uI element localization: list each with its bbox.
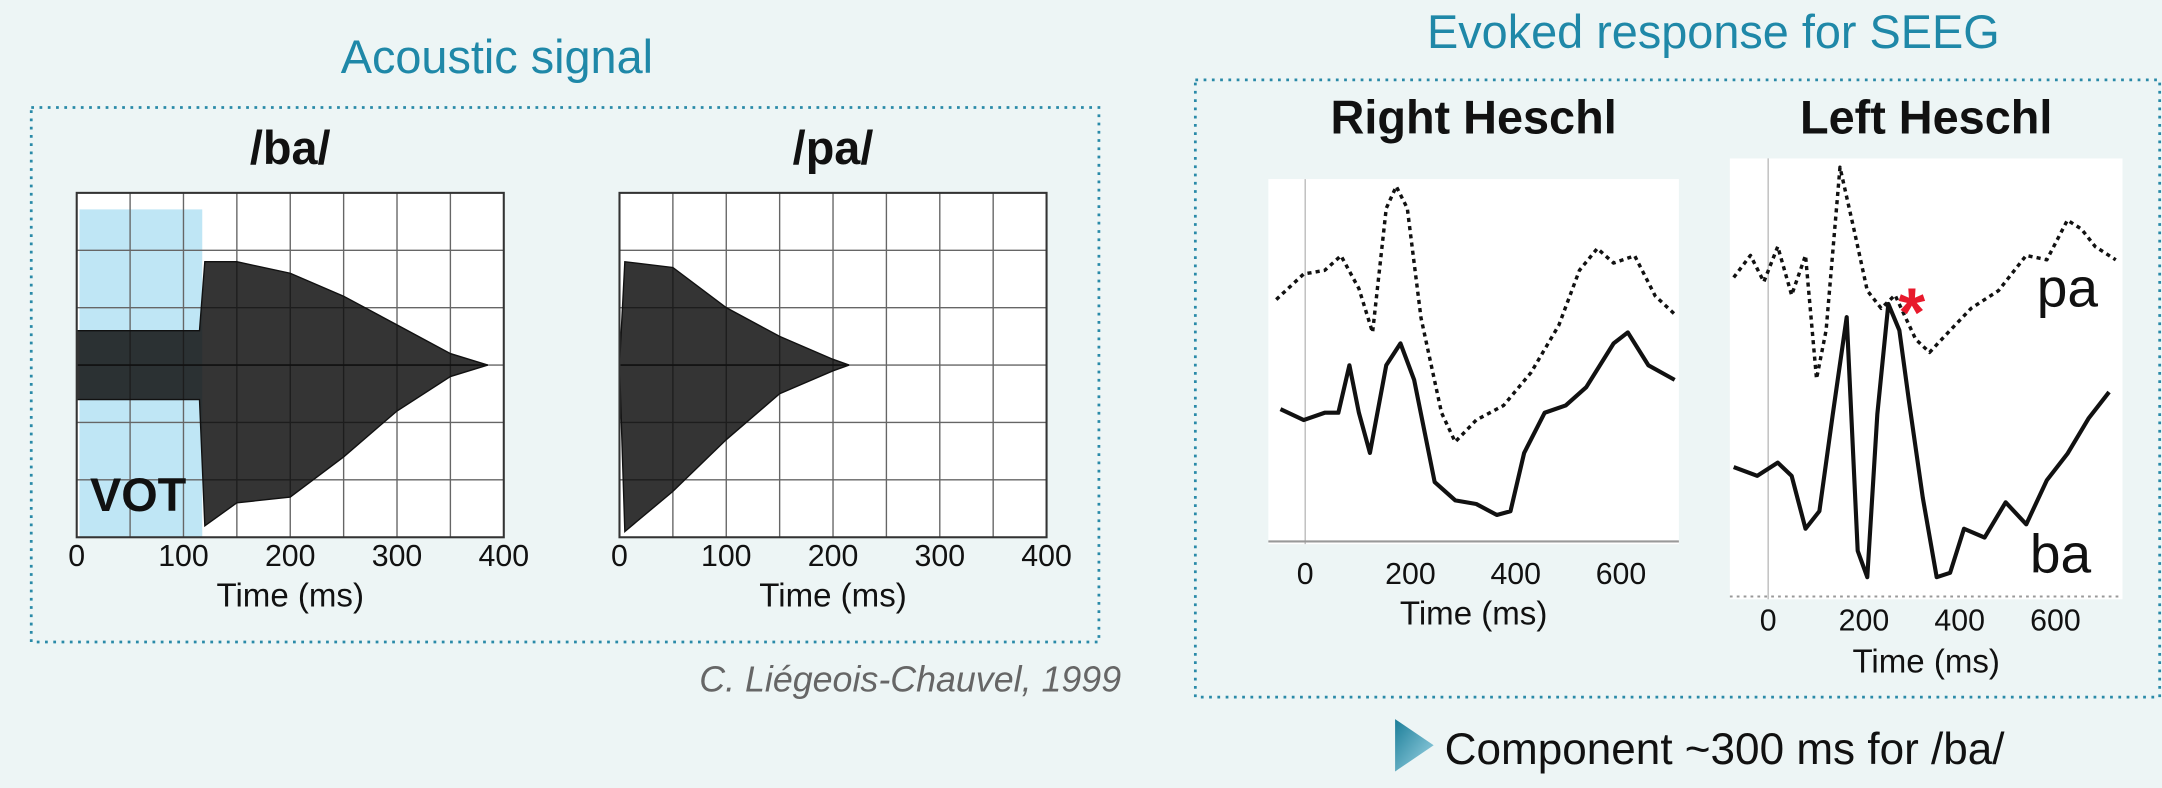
x-axis-label: Time (ms) [1400,596,1547,633]
significance-marker: * [1898,274,1925,351]
x-tick-label: 0 [1760,605,1777,638]
acoustic-box [29,106,1101,644]
x-tick-label: 100 [158,540,209,573]
waveform-envelope [618,364,850,533]
response-line [1732,165,2117,381]
plot-border [75,191,505,539]
waveform-envelope [618,260,850,366]
x-tick-label: 600 [2030,605,2081,638]
x-tick-label: 400 [1490,558,1541,591]
x-tick-label: 200 [1839,605,1890,638]
x-axis-label: Time (ms) [217,578,364,615]
x-tick-label: 400 [478,540,529,573]
x-axis-label: Time (ms) [1852,644,1999,681]
chart-title: /ba/ [250,122,331,174]
x-tick-label: 0 [611,540,628,573]
plot-background [1268,179,1679,545]
bullet-arrow [1395,719,1434,772]
x-tick-label: 400 [1021,540,1072,573]
series-label: pa [2037,257,2099,319]
series-label: ba [2030,522,2092,584]
chart-title: Right Heschl [1331,92,1617,144]
x-tick-label: 400 [1934,605,1985,638]
x-tick-label: 200 [808,540,859,573]
citation: C. Liégeois-Chauvel, 1999 [699,659,1121,699]
plot-border [618,191,1048,539]
chart-title: /pa/ [793,122,874,174]
note: Component ~300 ms for /ba/ [1445,725,2006,774]
response-line [1275,184,1676,444]
x-tick-label: 200 [1385,558,1436,591]
x-tick-label: 300 [372,540,423,573]
x-tick-label: 300 [915,540,966,573]
x-axis-label: Time (ms) [759,578,906,615]
chart-title: Left Heschl [1800,92,2052,144]
x-tick-label: 200 [265,540,316,573]
x-tick-label: 100 [701,540,752,573]
x-tick-label: 0 [1297,558,1314,591]
response-line [1732,301,2111,580]
waveform-envelope [76,364,488,528]
section-title: Acoustic signal [341,31,653,83]
x-tick-label: 0 [68,540,85,573]
x-tick-label: 600 [1596,558,1647,591]
annotation-label: VOT [90,469,187,521]
seeg-box [1193,78,2162,699]
response-line [1279,330,1676,518]
section-title: Evoked response for SEEG [1427,6,2000,58]
waveform-envelope [76,261,488,366]
